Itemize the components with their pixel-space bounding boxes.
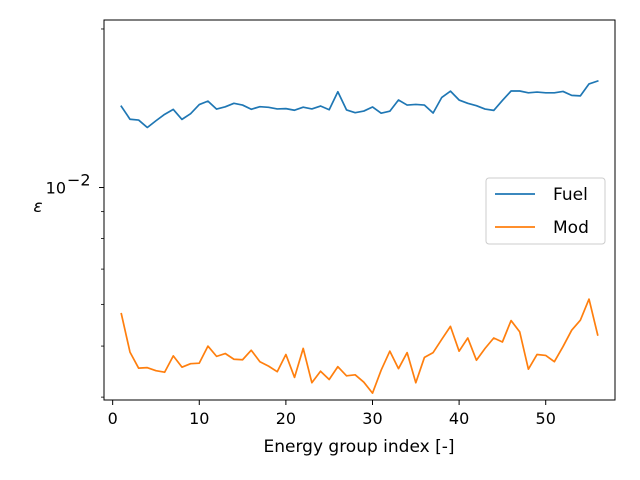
x-tick-label: 50 — [536, 409, 556, 428]
y-tick-label-exponent: −2 — [67, 171, 91, 190]
legend: Fuel Mod — [485, 177, 606, 245]
x-tick-label: 0 — [108, 409, 118, 428]
legend-label-fuel: Fuel — [553, 185, 588, 205]
series-line-mod — [120, 298, 599, 394]
series-layer — [120, 79, 599, 394]
series-line-fuel — [120, 79, 599, 129]
x-tick-label: 20 — [276, 409, 296, 428]
x-tick-label: 10 — [189, 409, 209, 428]
y-tick-label: 10 — [46, 179, 66, 198]
y-axis-label: ε — [33, 197, 42, 217]
x-axis-label: Energy group index [-] — [263, 437, 454, 457]
legend-label-mod: Mod — [553, 218, 589, 238]
x-tick-label: 30 — [362, 409, 382, 428]
plot-frame — [103, 19, 616, 401]
x-tick-label: 40 — [449, 409, 469, 428]
